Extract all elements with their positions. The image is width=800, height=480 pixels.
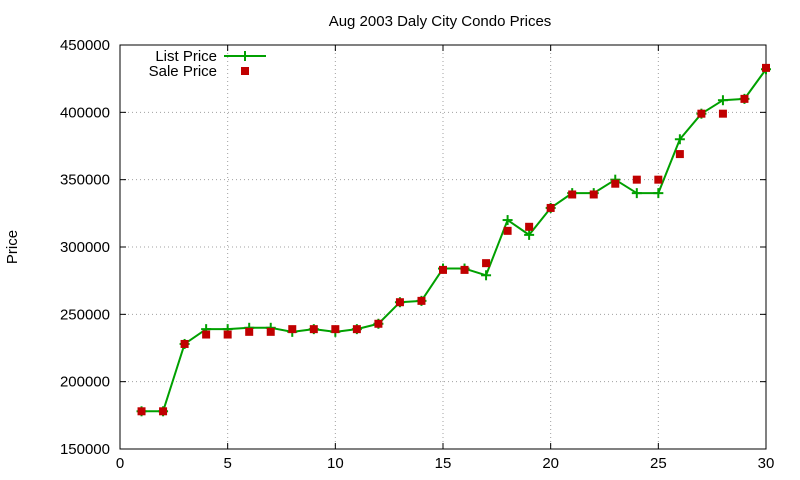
point-sale-price [266, 327, 275, 336]
point-sale-price [482, 259, 491, 268]
point-sale-price [740, 94, 749, 103]
point-sale-price [697, 109, 706, 118]
x-tick-label: 20 [542, 455, 559, 472]
point-sale-price [611, 179, 620, 188]
point-sale-price [309, 325, 318, 334]
grid [120, 45, 766, 449]
point-sale-price [525, 222, 534, 231]
point-sale-price [675, 150, 684, 159]
point-sale-price [159, 407, 168, 416]
point-sale-price [202, 330, 211, 339]
y-tick-label: 400000 [60, 104, 110, 121]
point-sale-price [223, 330, 232, 339]
point-sale-price [718, 109, 727, 118]
point-list-price [653, 188, 664, 199]
legend-label-sale-price: Sale Price [149, 63, 217, 80]
x-tick-label: 5 [223, 455, 231, 472]
x-tick-label: 25 [650, 455, 667, 472]
chart-title: Aug 2003 Daly City Condo Prices [329, 13, 552, 30]
point-list-price [631, 188, 642, 199]
point-sale-price [654, 175, 663, 184]
legend-marker-sale-price [241, 67, 249, 75]
point-sale-price [180, 339, 189, 348]
legend: List Price Sale Price [149, 48, 266, 80]
point-sale-price [460, 265, 469, 274]
point-sale-price [439, 265, 447, 274]
point-sale-price [352, 325, 361, 334]
point-sale-price [589, 190, 598, 199]
point-list-price [717, 95, 728, 106]
point-list-price [524, 229, 535, 240]
series-layer [136, 63, 771, 417]
point-sale-price [374, 319, 383, 328]
legend-marker-list-price [240, 51, 250, 61]
point-sale-price [546, 203, 555, 212]
point-list-price [481, 270, 492, 281]
x-tick-label: 15 [435, 455, 452, 472]
point-sale-price [137, 407, 146, 416]
y-tick-label: 300000 [60, 239, 110, 256]
y-tick-label: 450000 [60, 37, 110, 54]
y-axis-label: Price [4, 230, 21, 264]
point-sale-price [632, 175, 641, 184]
y-tick-label: 150000 [60, 441, 110, 458]
x-tick-label: 0 [116, 455, 124, 472]
point-sale-price [503, 226, 512, 235]
point-sale-price [245, 327, 254, 336]
point-sale-price [331, 325, 340, 334]
point-list-price [674, 134, 685, 145]
y-tick-label: 350000 [60, 172, 110, 189]
point-sale-price [417, 296, 426, 305]
series-line-list-price [141, 68, 767, 413]
x-tick-label: 30 [758, 455, 775, 472]
point-sale-price [288, 325, 297, 334]
point-sale-price [568, 190, 577, 199]
point-list-price [502, 215, 513, 226]
legend-label-list-price: List Price [155, 48, 217, 65]
y-tick-label: 250000 [60, 306, 110, 323]
y-tick-label: 200000 [60, 374, 110, 391]
point-sale-price [762, 63, 770, 72]
point-sale-price [395, 298, 404, 307]
x-tick-label: 10 [327, 455, 344, 472]
axis-ticks: 0 5 10 15 20 25 30 150000 200000 250000 300000 3500… [60, 37, 774, 472]
